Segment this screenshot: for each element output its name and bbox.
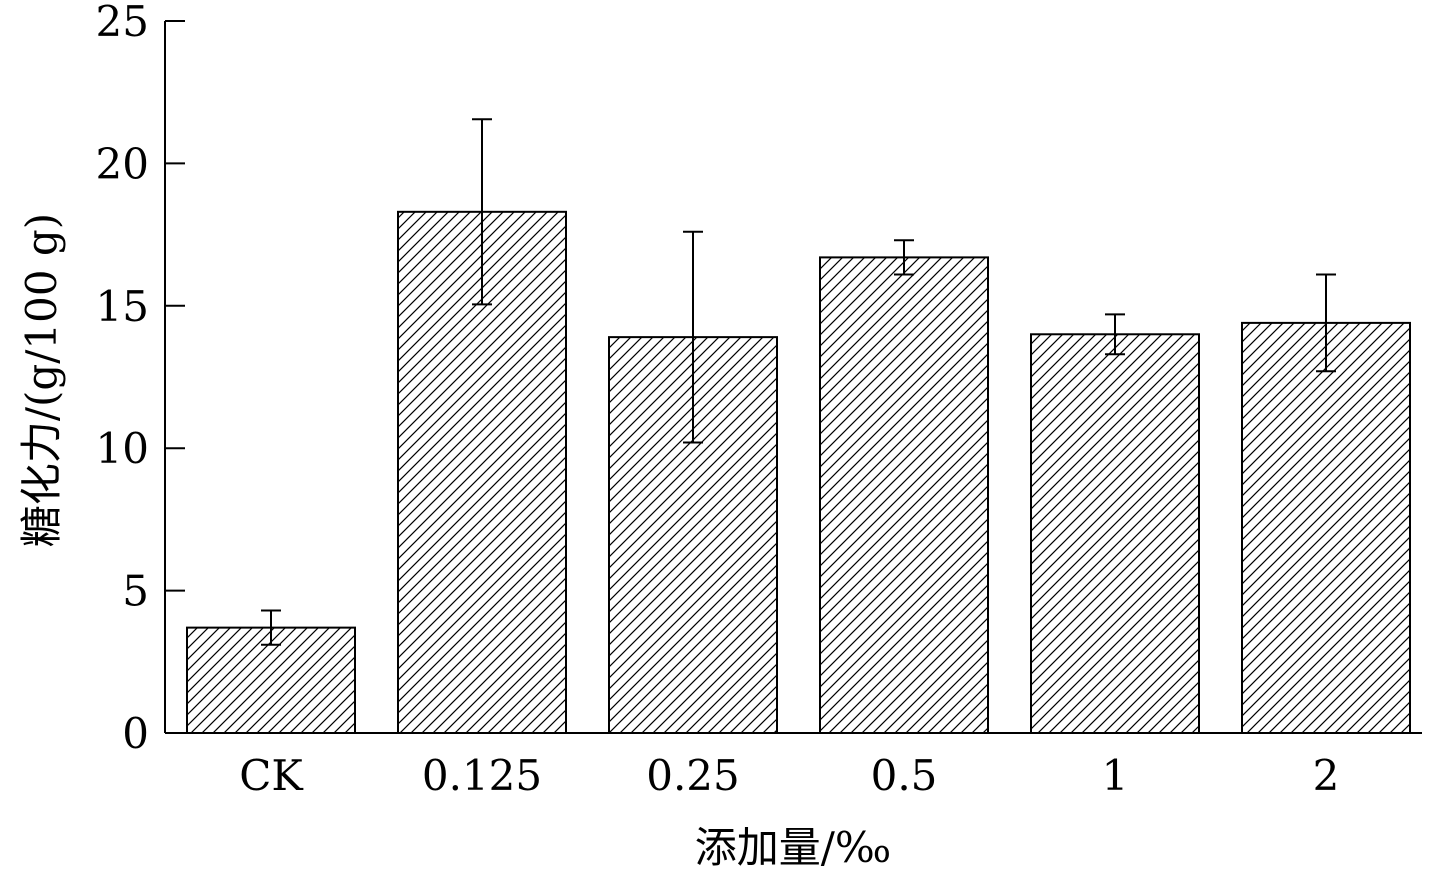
y-ticks: 0 5 10 15 20 25 bbox=[96, 0, 185, 758]
error-bar-0 bbox=[261, 609, 281, 646]
x-tick-label: 0.25 bbox=[646, 751, 740, 800]
bar-3 bbox=[819, 256, 989, 734]
x-tick-label: 2 bbox=[1313, 751, 1340, 800]
y-tick-label: 15 bbox=[96, 282, 149, 331]
y-tick-label: 10 bbox=[96, 424, 149, 473]
error-bars-layer bbox=[261, 118, 1336, 646]
error-bar-4 bbox=[1105, 313, 1125, 356]
x-axis-label: 添加量/‰ bbox=[695, 823, 892, 872]
error-bar-1 bbox=[472, 118, 492, 306]
x-ticks: CK 0.125 0.25 0.5 1 2 bbox=[239, 751, 1339, 800]
x-tick-label: CK bbox=[239, 751, 304, 800]
y-tick-label: 25 bbox=[96, 0, 149, 46]
error-bar-2 bbox=[683, 230, 703, 444]
error-bar-5 bbox=[1316, 273, 1336, 373]
y-axis-label: 糖化力/(g/100 g) bbox=[17, 213, 66, 547]
bars-layer bbox=[186, 210, 1411, 735]
bar-4 bbox=[1030, 333, 1200, 734]
y-tick-label: 0 bbox=[122, 709, 149, 758]
error-bar-3 bbox=[894, 239, 914, 276]
x-tick-label: 0.125 bbox=[422, 751, 542, 800]
x-tick-label: 0.5 bbox=[871, 751, 938, 800]
y-tick-label: 5 bbox=[122, 567, 149, 616]
x-tick-label: 1 bbox=[1102, 751, 1129, 800]
bar-5 bbox=[1241, 321, 1411, 734]
y-tick-label: 20 bbox=[96, 139, 149, 188]
